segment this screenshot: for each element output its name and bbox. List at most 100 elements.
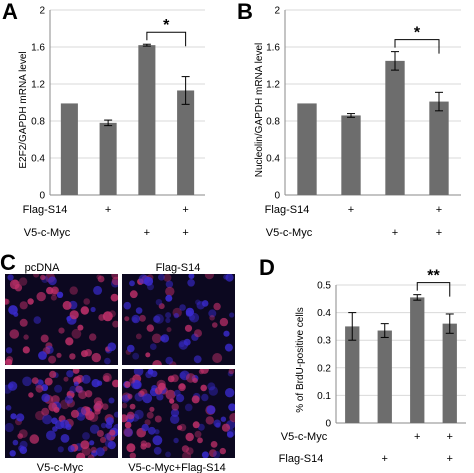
micrograph-nucleus [188,274,195,279]
chart-d-condition-plus: + [414,431,420,443]
micrograph-nucleus [31,377,39,384]
micrograph-nucleus [126,443,136,453]
micrograph-nucleus [71,328,82,339]
micrograph-nucleus [200,384,207,392]
micrograph-nucleus [165,286,175,297]
micrograph-nucleus [179,341,185,348]
micrograph-nucleus [124,316,130,322]
micrograph-nucleus [63,376,69,382]
micrograph-nucleus [191,395,200,404]
micrograph-nucleus [129,290,138,299]
chart-a-condition-plus: + [144,227,150,239]
chart-b-significance-bracket [394,39,440,54]
chart-b-tick-label: 2 [274,6,280,17]
micrograph-nucleus [5,298,9,305]
micrograph-nucleus [206,405,216,415]
micrograph-nucleus [22,346,30,354]
micrograph-nucleus [129,280,135,287]
micrograph-nucleus [42,414,53,425]
micrograph-nucleus [198,369,204,375]
chart-d-ylabel: % of BrdU-positive cells [295,307,306,413]
chart-b-condition-plus: + [348,204,354,216]
micrograph-nucleus [5,405,12,411]
micrograph-nucleus [82,432,90,440]
chart-d-tick-label: 0.1 [317,391,331,402]
micrograph-nucleus [93,403,102,412]
micrograph-nucleus [196,301,205,310]
micrograph-nucleus [152,360,162,365]
micrograph-title-v5-c-myc-flag-s14: V5-c-Myc+Flag-S14 [128,462,226,473]
micrograph-nucleus [221,423,231,432]
micrograph-nucleus [112,320,118,328]
micrograph-nucleus [89,440,95,446]
micrograph-nucleus [81,374,91,384]
micrograph-nucleus [165,280,174,288]
micrograph-nucleus [194,430,202,438]
micrograph-nucleus [41,407,50,416]
micrograph-nucleus [23,334,29,340]
micrograph-nucleus [70,409,80,418]
micrograph-nucleus [179,304,186,311]
micrograph-nucleus [123,301,132,310]
chart-b: Nucleolin/GAPDH mRNA level 0 0.4 0.8 1.2 1.6… [254,6,461,239]
micrograph-nucleus [5,422,14,433]
chart-d-condition-plus: + [382,453,388,465]
micrograph-nucleus [90,446,97,453]
micrograph-nucleus [33,274,40,278]
micrograph-nucleus [129,452,136,458]
micrograph-nucleus [69,286,78,295]
micrograph-nucleus [85,406,91,412]
micrograph-nucleus [215,422,221,428]
micrograph-nucleus [178,423,187,432]
micrograph-nucleus [100,436,107,443]
micrograph-nucleus [93,285,103,295]
micrograph-nucleus [185,307,195,317]
chart-d: % of BrdU-positive cells 0 0.1 0.2 0.3 0.4 0.… [279,268,466,465]
micrograph-nucleus [89,424,100,434]
micrograph-nucleus [194,329,202,338]
micrograph-nucleus [135,333,142,340]
micrograph-nucleus [13,311,19,317]
micrograph-nucleus [147,283,154,291]
chart-a-condition-plus: + [182,204,188,216]
micrograph-nucleus [105,417,114,426]
micrograph-nucleus [5,358,13,365]
micrograph-nucleus [56,352,62,358]
micrograph-nucleus [160,335,166,342]
micrograph-nucleus [185,432,194,442]
micrograph-nucleus [64,395,74,404]
micrograph-nucleus [91,379,100,388]
micrograph-nucleus [176,394,185,403]
chart-b-tick-label: 0.8 [266,117,280,128]
micrograph-nucleus [209,449,217,457]
micrograph-nucleus [65,423,72,430]
micrograph-nucleus [19,446,28,455]
micrograph-nucleus [88,412,99,422]
micrograph-nucleus [153,315,161,323]
micrograph-nucleus [76,452,86,458]
micrograph-nucleus [83,298,90,305]
micrograph-nucleus [186,447,194,455]
micrograph-nucleus [158,303,165,310]
micrograph-nucleus [154,314,164,324]
micrograph-nucleus [72,369,80,374]
panel-letter-b: B [237,0,253,24]
micrograph-nucleus [170,414,180,424]
micrograph-nucleus [151,333,162,344]
micrograph-nucleus [104,357,111,365]
micrograph-nucleus [123,427,133,437]
micrograph-nucleus [67,445,75,453]
micrograph-nucleus [51,417,58,425]
micrograph-nucleus [19,301,28,310]
micrograph-nucleus [12,279,19,286]
micrograph-nucleus [22,376,32,387]
micrograph-nucleus [158,274,165,281]
micrograph-nucleus [111,276,118,286]
micrograph-nucleus [36,291,46,302]
micrograph-nucleus [69,385,77,394]
chart-d-bar [442,323,457,423]
micrograph-nucleus [129,403,136,410]
micrograph-nucleus [165,312,172,319]
micrograph-nucleus [28,392,34,398]
chart-b-bar [341,115,361,195]
